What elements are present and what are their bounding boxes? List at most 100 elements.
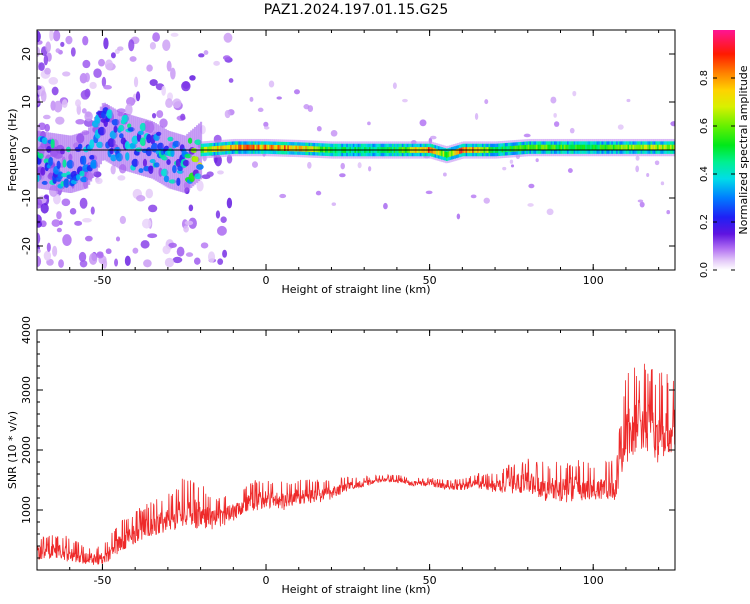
spectrogram-cell (119, 111, 122, 170)
spectrogram-cell (184, 220, 194, 226)
spectrogram-cell (599, 144, 602, 151)
spectrogram-cell (436, 149, 438, 155)
spectrogram-cell (542, 144, 545, 151)
spectrogram-cell (668, 144, 671, 151)
spectrogram-cell (117, 175, 126, 181)
spectrogram-cell (56, 160, 61, 170)
spectrogram-cell (392, 82, 397, 89)
spectrogram-cell (65, 35, 73, 45)
spectrogram-cell (194, 173, 202, 180)
spectrogram-cell (37, 255, 42, 268)
spectrogram-cell (256, 144, 259, 151)
spectrogram-cell (617, 124, 624, 130)
spectrogram-cell (63, 178, 70, 188)
spectrogram-cell (553, 112, 557, 118)
spectrogram-cell (128, 39, 135, 52)
spectrogram-cell (152, 32, 160, 42)
spectrogram-cell (645, 144, 648, 151)
spectrogram-cell (272, 144, 275, 151)
spectrogram-cell (162, 245, 171, 255)
spectrogram-cell (310, 146, 312, 152)
spectrogram-cell (607, 144, 610, 151)
spectrogram-cell (546, 208, 554, 216)
spectrogram-cell (293, 145, 296, 152)
spectrogram-cell (74, 220, 83, 226)
spectrogram-cell (84, 72, 90, 83)
spectrogram-cell (502, 166, 507, 171)
spectrogram-cell (315, 190, 322, 196)
spectrogram-cell (357, 162, 362, 169)
spectrogram-cell (196, 125, 199, 183)
spectrogram-cell (89, 139, 95, 149)
spectrogram-cell (650, 144, 653, 151)
spectrogram-cell (368, 166, 372, 172)
spectrogram-cell (251, 144, 254, 151)
spectrogram-cell (670, 121, 675, 127)
spectrogram-cell (160, 168, 169, 177)
spectrogram-cell (331, 202, 337, 206)
spectrogram-cell (200, 242, 209, 249)
spectrogram-cell (288, 145, 291, 152)
spectrogram-cell (60, 41, 65, 47)
spectrogram-cell (432, 148, 435, 154)
spectrogram-cell (88, 253, 98, 265)
spectrogram-cell (609, 144, 612, 151)
spectrogram-cell (606, 144, 609, 151)
spectrogram-cell (226, 145, 229, 151)
spectrogram-cell (53, 100, 63, 113)
spectrogram-cell (113, 125, 118, 133)
spectrogram-cell (340, 162, 345, 170)
spectrogram-cell (447, 151, 450, 158)
spectrogram-cell (166, 159, 171, 165)
spectrogram-cell (37, 96, 41, 106)
spectrogram-cell (43, 194, 50, 200)
spectrogram-cell (40, 166, 46, 176)
spectrogram-cell (37, 232, 41, 245)
spectrogram-cell (282, 145, 285, 151)
spectrogram-cell (37, 30, 41, 43)
spectrogram-cell (159, 118, 168, 128)
spectrogram-cell (474, 113, 479, 120)
spectrogram-cell (124, 255, 131, 267)
spectrogram-cell (61, 198, 71, 207)
spectrogram-cell (49, 30, 54, 41)
spectrogram-cell (172, 256, 183, 264)
spectrogram-cell (44, 123, 50, 132)
spectrogram-cell (470, 194, 477, 199)
spectrogram-cell (38, 62, 45, 71)
spectrogram-cell (661, 144, 664, 151)
spectrogram-cell (148, 204, 158, 213)
spectrogram-cell (508, 146, 510, 152)
spectrogram-cell (624, 144, 627, 151)
spectrogram-cell (654, 160, 660, 166)
spectrogram-cell (285, 145, 288, 152)
spectrogram-cell (616, 144, 618, 151)
spectrogram-cell (105, 248, 112, 255)
spectrogram-cell (115, 236, 121, 242)
spectrogram-cell (632, 144, 635, 151)
spectrogram-cell (261, 144, 263, 151)
spectrogram-cell (60, 148, 65, 155)
spectrogram-cell (110, 164, 116, 175)
spectrogram-cell (172, 98, 182, 109)
spectrogram-cell (193, 257, 201, 265)
spectrogram-cell (450, 150, 453, 157)
spectrogram-x-label: Height of straight line (km) (281, 283, 430, 296)
spectrogram-cell (425, 190, 433, 195)
spectrogram-cell (621, 144, 623, 151)
spectrogram-cell (43, 250, 52, 261)
spectrogram-cell (224, 109, 231, 119)
spectrogram-cell (527, 203, 534, 207)
spectrogram-cell (249, 96, 254, 102)
spectrogram-cell (96, 252, 104, 259)
spectrogram-cell (300, 145, 303, 152)
spectrogram-y-tick-label: 20 (20, 47, 33, 61)
spectrogram-cell (627, 144, 630, 151)
spectrogram-cell (517, 145, 520, 152)
spectrogram-cell (161, 156, 168, 161)
spectrogram-cell (217, 170, 224, 175)
snr-y-tick-label: 1000 (20, 496, 33, 524)
spectrogram-cell (189, 75, 196, 81)
spectrogram-cell (519, 145, 522, 152)
spectrogram-cell (149, 79, 158, 87)
